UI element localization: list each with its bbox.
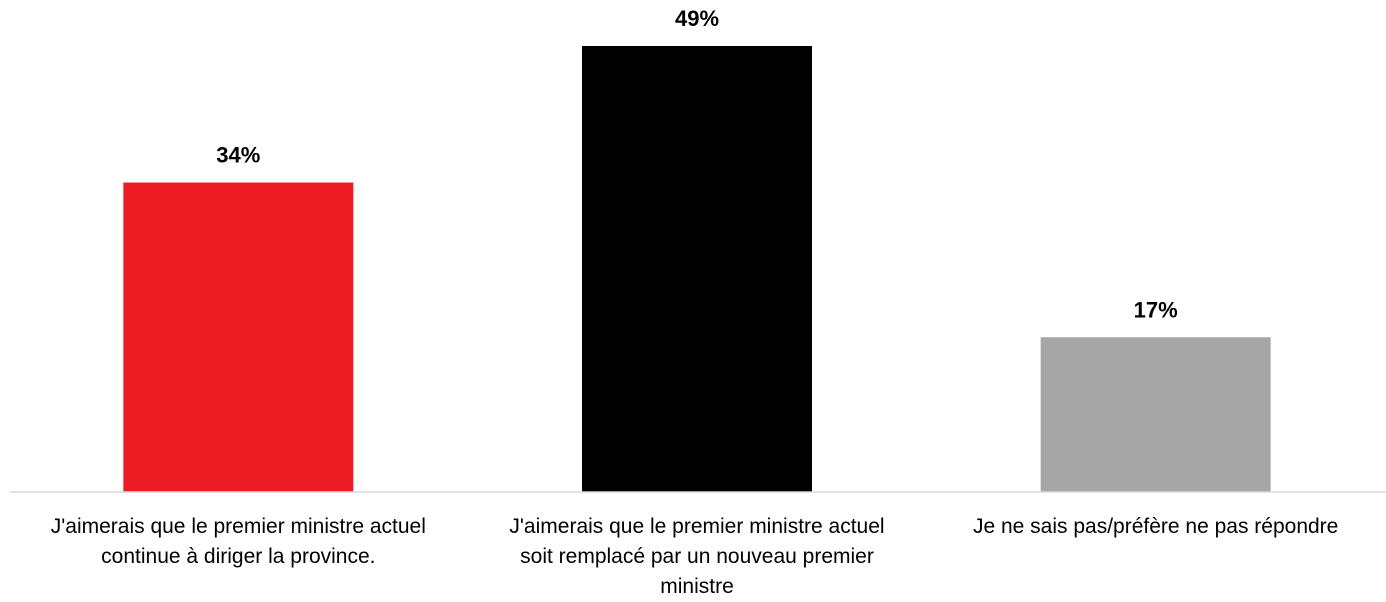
category-label-1-line-2: continue à diriger la province. [101, 545, 375, 568]
data-label-2: 49% [675, 6, 719, 31]
data-label-1: 34% [216, 143, 260, 168]
bar-1 [123, 182, 354, 492]
category-label-2-line-2: soit remplacé par un nouveau premier [520, 545, 874, 568]
category-labels-group: J'aimerais que le premier ministre actue… [51, 515, 1339, 598]
category-label-3-line-1: Je ne sais pas/préfère ne pas répondre [973, 515, 1338, 538]
data-label-3: 17% [1134, 297, 1178, 322]
bars-group [123, 46, 1271, 492]
category-label-2: J'aimerais que le premier ministre actue… [509, 515, 884, 598]
category-label-2-line-1: J'aimerais que le premier ministre actue… [509, 515, 884, 538]
category-label-1: J'aimerais que le premier ministre actue… [51, 515, 426, 568]
category-label-1-line-1: J'aimerais que le premier ministre actue… [51, 515, 426, 538]
bar-3 [1040, 337, 1271, 492]
bar-2 [582, 46, 812, 492]
value-labels-group: 34% 49% 17% [216, 6, 1177, 322]
category-label-2-line-3: ministre [660, 575, 734, 598]
category-label-3: Je ne sais pas/préfère ne pas répondre [973, 515, 1338, 538]
